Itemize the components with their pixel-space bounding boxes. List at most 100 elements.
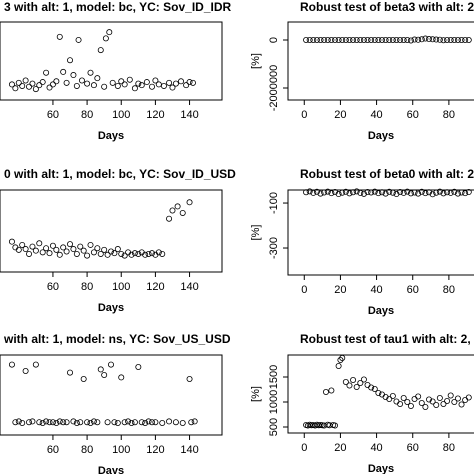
chart-title: Robust test of tau1 with alt: 2, m xyxy=(300,332,474,346)
x-axis-label: Days xyxy=(98,130,124,142)
point xyxy=(324,37,331,44)
point xyxy=(126,76,133,83)
y-tick-label: 0 xyxy=(268,37,280,43)
point xyxy=(339,37,346,44)
point xyxy=(152,77,159,84)
point xyxy=(303,37,310,44)
point xyxy=(400,394,407,401)
point xyxy=(397,400,404,407)
y-axis-label: [%] xyxy=(250,225,262,241)
point xyxy=(433,401,440,408)
point xyxy=(8,361,15,368)
point xyxy=(73,419,80,426)
point xyxy=(128,419,135,426)
point xyxy=(19,419,26,426)
point xyxy=(145,250,152,257)
point xyxy=(178,78,185,85)
point xyxy=(118,78,125,85)
x-tick-label: 20 xyxy=(334,442,346,454)
point xyxy=(67,369,74,376)
point xyxy=(106,29,113,36)
x-tick-label: 120 xyxy=(146,109,164,121)
point xyxy=(346,382,353,389)
point xyxy=(101,83,108,90)
point xyxy=(433,189,440,196)
point xyxy=(465,189,472,196)
point xyxy=(97,250,104,257)
point xyxy=(407,190,414,197)
point xyxy=(454,37,461,44)
point xyxy=(87,241,94,248)
point xyxy=(84,80,91,87)
point xyxy=(389,37,396,44)
point xyxy=(135,250,142,257)
point xyxy=(32,247,39,254)
point xyxy=(101,371,108,378)
point xyxy=(368,37,375,44)
point xyxy=(393,398,400,405)
point xyxy=(397,189,404,196)
y-tick-label: -2000000 xyxy=(268,65,280,112)
point xyxy=(80,247,87,254)
y-axis-label: [%] xyxy=(250,386,262,402)
point xyxy=(386,37,393,44)
point xyxy=(29,243,36,250)
point xyxy=(46,250,53,257)
point xyxy=(67,241,74,248)
point xyxy=(53,419,60,426)
point xyxy=(440,190,447,197)
plot-box xyxy=(287,189,474,276)
point xyxy=(121,252,128,259)
point xyxy=(186,79,193,86)
point xyxy=(36,82,43,89)
point xyxy=(317,37,324,44)
point xyxy=(393,37,400,44)
point xyxy=(155,249,162,256)
point xyxy=(436,36,443,43)
point xyxy=(186,375,193,382)
point xyxy=(19,82,26,89)
point xyxy=(386,188,393,195)
point xyxy=(174,203,181,210)
point xyxy=(46,419,53,426)
x-tick-label: 120 xyxy=(146,281,164,293)
point xyxy=(172,419,179,426)
point xyxy=(188,419,195,426)
x-axis-label: Days xyxy=(368,130,394,142)
point xyxy=(371,385,378,392)
x-axis-label: Days xyxy=(98,465,124,474)
point xyxy=(43,245,50,252)
point xyxy=(458,37,465,44)
plot-box xyxy=(287,21,474,101)
point xyxy=(425,396,432,403)
point xyxy=(375,190,382,197)
point xyxy=(22,367,29,374)
point xyxy=(451,188,458,195)
point xyxy=(422,403,429,410)
point xyxy=(400,189,407,196)
point xyxy=(90,82,97,89)
point xyxy=(389,392,396,399)
point xyxy=(121,81,128,88)
point xyxy=(342,378,349,385)
x-tick-label: 100 xyxy=(112,444,130,456)
point xyxy=(63,419,70,426)
point xyxy=(60,244,67,251)
x-tick-label: 40 xyxy=(370,109,382,121)
point xyxy=(77,419,84,426)
point xyxy=(375,37,382,44)
x-axis-label: Days xyxy=(368,463,394,474)
y-tick-label: -100 xyxy=(268,192,280,214)
point xyxy=(313,37,320,44)
point xyxy=(447,37,454,44)
x-tick-label: 60 xyxy=(47,109,59,121)
point xyxy=(458,189,465,196)
point xyxy=(97,366,104,373)
point xyxy=(102,35,109,42)
point xyxy=(328,190,335,197)
point xyxy=(26,419,33,426)
point xyxy=(159,419,166,426)
point xyxy=(436,394,443,401)
point xyxy=(407,402,414,409)
